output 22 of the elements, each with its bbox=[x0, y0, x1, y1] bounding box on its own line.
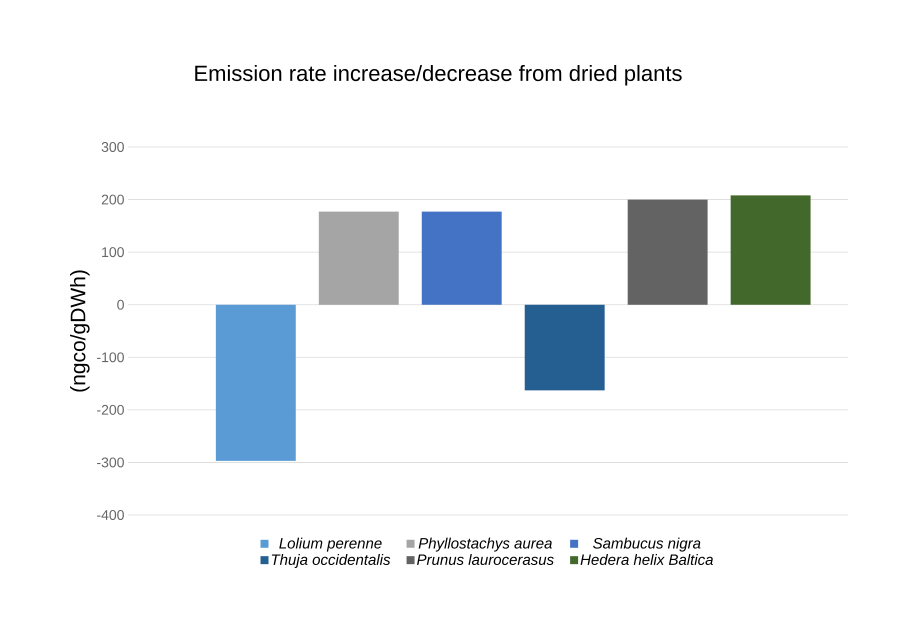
y-tick-label: 300 bbox=[102, 142, 124, 152]
y-tick-label: 200 bbox=[102, 194, 124, 205]
bar bbox=[216, 304, 296, 461]
legend-label: Prunus laurocerasus bbox=[417, 554, 554, 565]
y-tick-label: 100 bbox=[102, 247, 124, 258]
y-tick-label: -300 bbox=[97, 457, 124, 468]
legend-label: Sambucus nigra bbox=[593, 538, 700, 552]
y-tick-label: -400 bbox=[97, 510, 124, 520]
bar bbox=[422, 212, 502, 305]
y-tick-label: -100 bbox=[97, 352, 124, 362]
legend-label: Phyllostachys aurea bbox=[418, 538, 552, 552]
bar bbox=[524, 304, 605, 390]
y-axis-title: (ngco/gDWh) bbox=[70, 270, 90, 392]
y-tick-label: 0 bbox=[117, 300, 124, 310]
chart-title: Emission rate increase/decrease from dried plants bbox=[195, 64, 682, 86]
legend-label: Hedera helix Baltica bbox=[580, 554, 713, 565]
bar bbox=[628, 200, 708, 305]
legend-label: Lolium perenne bbox=[279, 538, 382, 552]
y-tick-label: -200 bbox=[97, 404, 124, 415]
bar bbox=[730, 195, 811, 305]
bar bbox=[318, 212, 399, 305]
legend-label: Thuja occidentalis bbox=[272, 554, 390, 568]
